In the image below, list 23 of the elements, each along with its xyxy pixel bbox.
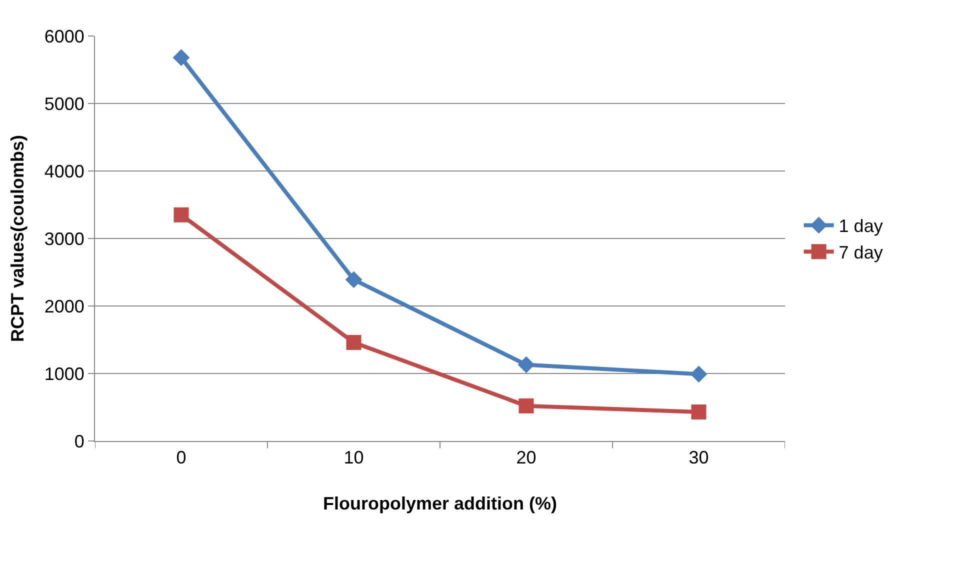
y-tick-label: 2000 bbox=[44, 296, 84, 316]
y-tick-label: 3000 bbox=[44, 228, 84, 249]
x-tick-label: 30 bbox=[688, 448, 709, 468]
x-tick-label: 20 bbox=[516, 448, 536, 468]
point bbox=[518, 398, 534, 414]
legend-label: 1 day bbox=[838, 216, 883, 236]
point bbox=[174, 207, 189, 222]
point bbox=[346, 334, 362, 350]
y-tick-label: 0 bbox=[74, 431, 84, 452]
point bbox=[518, 356, 535, 374]
point bbox=[172, 49, 190, 66]
x-axis-title: Flouropolymer addition (%) bbox=[323, 494, 557, 514]
point bbox=[690, 366, 708, 383]
y-tick-label: 1000 bbox=[44, 364, 84, 384]
x-tick-label: 10 bbox=[344, 448, 364, 468]
y-tick-label: 6000 bbox=[44, 26, 84, 46]
y-axis-title: RCPT values(coulombs) bbox=[8, 134, 28, 342]
point bbox=[691, 404, 706, 420]
y-tick-label: 5000 bbox=[44, 94, 84, 114]
legend-label: 7 day bbox=[838, 242, 883, 263]
point bbox=[345, 271, 362, 288]
x-tick-label: 0 bbox=[176, 448, 186, 468]
y-tick-label: 4000 bbox=[44, 161, 84, 182]
